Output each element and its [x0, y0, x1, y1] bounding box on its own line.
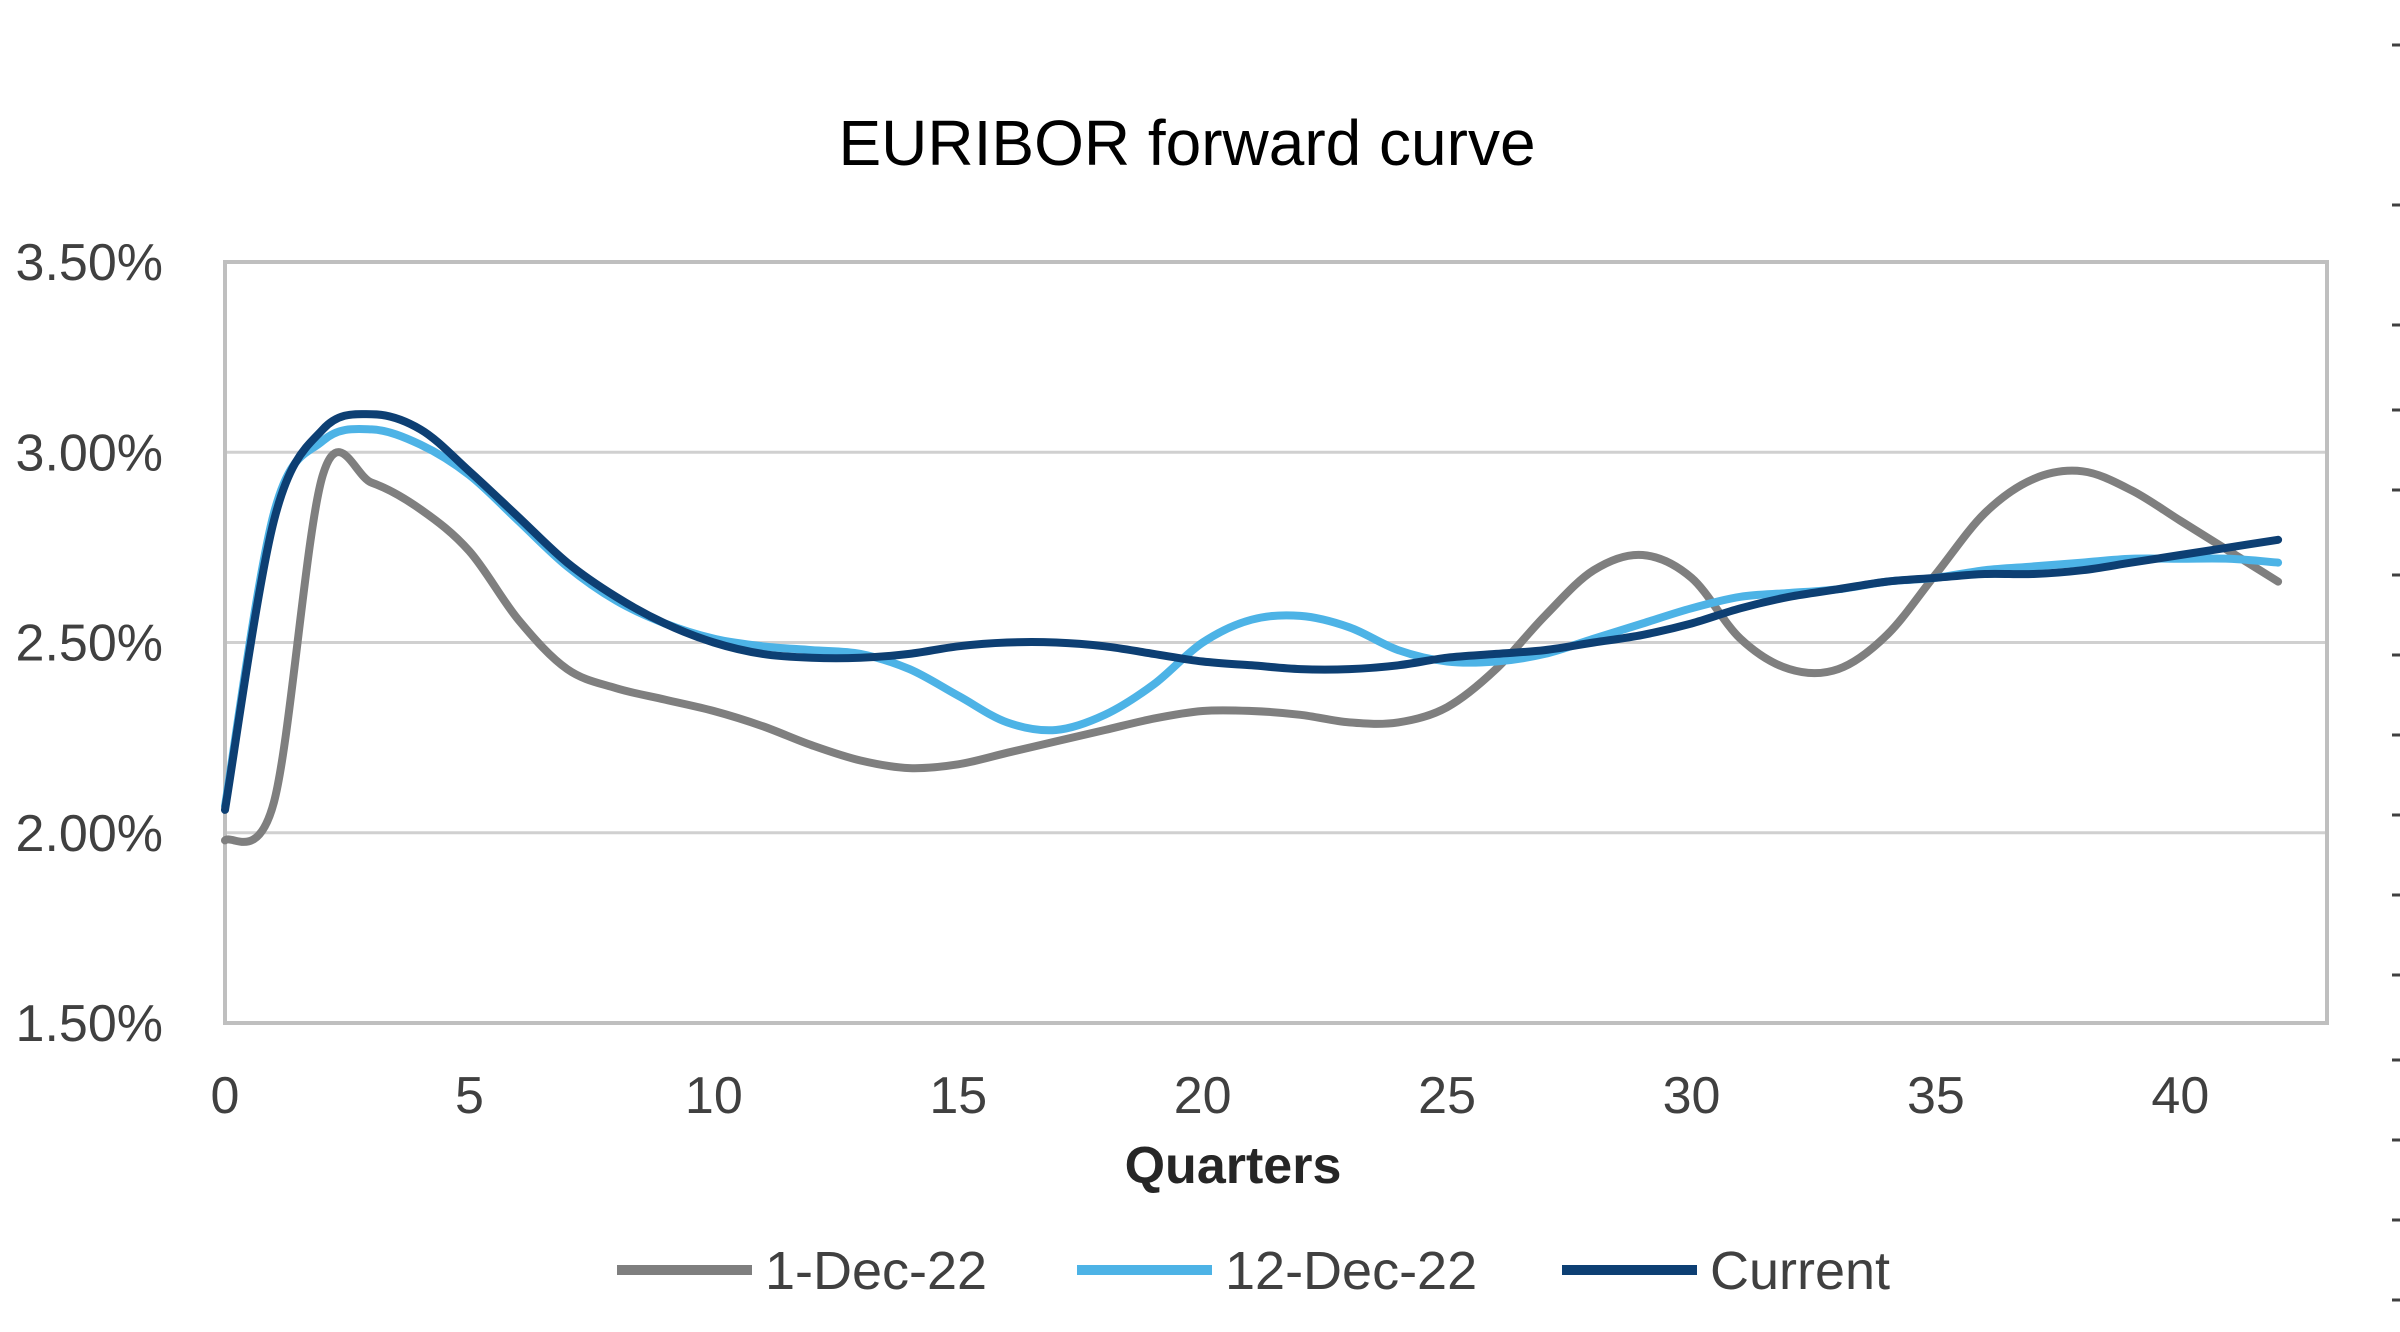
- legend-label: 1-Dec-22: [765, 1241, 987, 1301]
- x-tick-label: 15: [929, 1067, 987, 1125]
- series-line-1-dec-22: [221, 448, 2283, 846]
- legend-label: Current: [1710, 1241, 1890, 1301]
- x-tick-label: 5: [455, 1067, 484, 1125]
- x-tick-label: 0: [211, 1067, 240, 1125]
- y-axis-tick-labels: 1.50% 2.00% 2.50% 3.00% 3.50%: [16, 234, 163, 1053]
- y-tick-label: 3.50%: [16, 234, 163, 292]
- y-tick-label: 3.00%: [16, 424, 163, 482]
- x-axis-tick-labels: 0 5 10 15 20 25 30 35 40: [211, 1067, 2210, 1125]
- series-lines: [221, 410, 2283, 846]
- grid-lines: [225, 450, 2327, 835]
- right-edge-marks: [2392, 43, 2400, 1302]
- x-tick-label: 25: [1418, 1067, 1476, 1125]
- plot-area-border: [223, 260, 2329, 1025]
- series-line-12-dec-22: [221, 424, 2283, 811]
- x-axis-label: Quarters: [1125, 1137, 1342, 1195]
- x-tick-label: 10: [685, 1067, 743, 1125]
- x-tick-label: 40: [2151, 1067, 2209, 1125]
- y-tick-label: 1.50%: [16, 995, 163, 1053]
- y-tick-label: 2.00%: [16, 805, 163, 863]
- chart-title: EURIBOR forward curve: [838, 107, 1535, 179]
- series-line-current: [221, 410, 2283, 814]
- x-tick-label: 30: [1663, 1067, 1721, 1125]
- legend: 1-Dec-22 12-Dec-22 Current: [617, 1241, 1890, 1301]
- x-tick-label: 20: [1174, 1067, 1232, 1125]
- x-tick-label: 35: [1907, 1067, 1965, 1125]
- y-tick-label: 2.50%: [16, 615, 163, 673]
- legend-label: 12-Dec-22: [1225, 1241, 1477, 1301]
